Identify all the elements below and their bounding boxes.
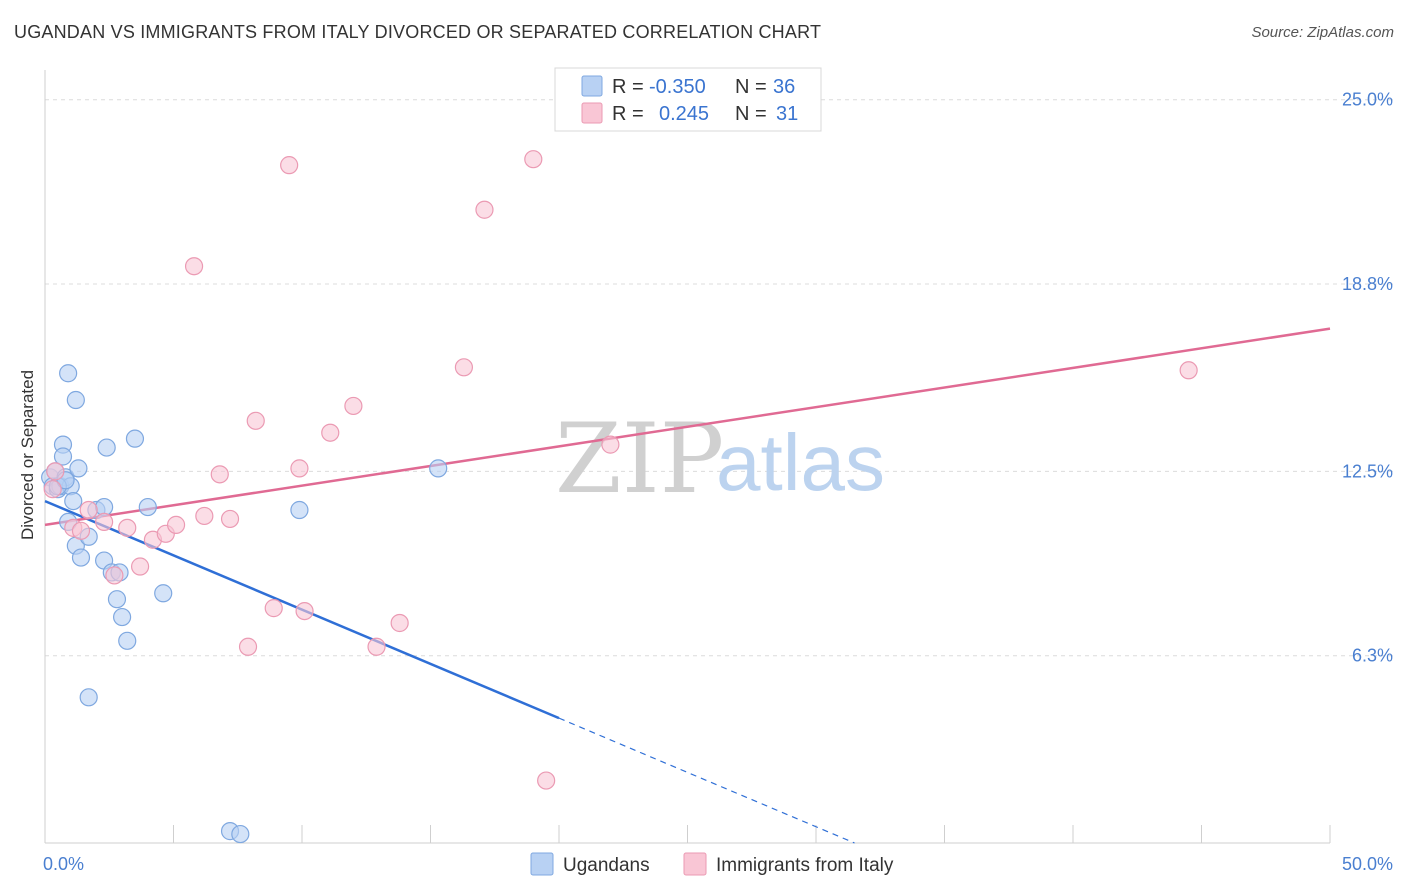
data-point-ugandans (231, 824, 250, 844)
data-point-italy (290, 459, 309, 478)
data-point-italy (367, 637, 386, 656)
x-tick-label: 50.0% (1342, 854, 1393, 874)
data-point-italy (601, 435, 620, 454)
legend-swatch-italy (581, 102, 603, 124)
data-point-italy (280, 156, 299, 175)
data-point-italy (166, 515, 186, 534)
legend-r-label-2: R = (612, 103, 644, 125)
data-point-italy (105, 566, 124, 585)
legend-r-value-2: 0.245 (659, 103, 709, 125)
data-point-italy (537, 771, 556, 790)
data-point-ugandans (138, 497, 157, 517)
data-point-italy (46, 462, 65, 481)
watermark-zip: ZIP (555, 403, 724, 515)
data-point-italy (390, 613, 409, 633)
legend-r-value-1: -0.350 (649, 76, 706, 98)
data-point-italy (118, 518, 137, 537)
trend-line-italy (44, 327, 1331, 527)
data-point-ugandans (107, 590, 127, 609)
bottom-legend: Ugandans Immigrants from Italy (530, 852, 894, 876)
bottom-legend-label-ugandans: Ugandans (563, 855, 650, 876)
data-point-ugandans (290, 500, 309, 520)
chart-title: UGANDAN VS IMMIGRANTS FROM ITALY DIVORCE… (14, 22, 822, 42)
data-point-italy (95, 512, 114, 532)
legend-n-label-2: N = (735, 103, 767, 125)
y-tick-label: 6.3% (1352, 646, 1393, 666)
data-point-italy (246, 411, 265, 430)
data-point-italy (238, 637, 258, 656)
trend-line-extension (558, 717, 855, 844)
data-point-italy (71, 521, 91, 540)
data-point-ugandans (97, 438, 116, 457)
data-point-ugandans (69, 459, 88, 478)
data-point-italy (264, 599, 283, 618)
data-point-italy (1179, 361, 1198, 380)
data-point-ugandans (429, 459, 448, 478)
data-point-italy (321, 423, 340, 442)
data-point-italy (130, 557, 150, 576)
data-points (41, 150, 1198, 844)
data-point-ugandans (53, 447, 73, 466)
legend-n-value-1: 36 (773, 76, 795, 98)
data-point-italy (220, 509, 240, 529)
source-label: Source: ZipAtlas.com (1251, 24, 1394, 41)
data-point-ugandans (118, 631, 137, 650)
legend-box: R = -0.350 N = 36 R = 0.245 N = 31 (554, 67, 822, 132)
data-point-italy (454, 358, 474, 377)
axes (44, 70, 1331, 844)
data-point-italy (195, 506, 214, 526)
bottom-legend-swatch-italy (683, 852, 707, 876)
legend-swatch-ugandans (581, 75, 603, 97)
data-point-italy (79, 500, 98, 520)
data-point-italy (344, 396, 363, 416)
data-point-ugandans (79, 688, 98, 707)
watermark-atlas: atlas (716, 418, 885, 507)
data-point-ugandans (59, 364, 78, 383)
data-point-ugandans (64, 491, 83, 511)
data-point-ugandans (154, 584, 173, 603)
bottom-legend-label-italy: Immigrants from Italy (716, 855, 894, 876)
data-point-italy (43, 480, 62, 499)
legend-r-label-1: R = (612, 76, 644, 98)
data-point-ugandans (125, 429, 145, 448)
x-tick-labels: 0.0% 50.0% (43, 854, 1393, 874)
y-tick-labels: 6.3% 12.5% 18.8% 25.0% (1342, 90, 1393, 666)
y-tick-label: 25.0% (1342, 90, 1393, 110)
data-point-italy (184, 257, 204, 276)
data-point-ugandans (71, 548, 91, 567)
legend-n-value-2: 31 (776, 103, 798, 125)
x-tick-label: 0.0% (43, 854, 84, 874)
data-point-italy (295, 601, 314, 621)
legend-n-label-1: N = (735, 76, 767, 98)
y-tick-label: 12.5% (1342, 461, 1393, 481)
data-point-ugandans (112, 607, 132, 627)
data-point-italy (475, 200, 494, 219)
y-axis-label: Divorced or Separated (18, 370, 37, 540)
data-point-italy (524, 150, 543, 169)
data-point-ugandans (66, 390, 85, 410)
y-tick-label: 18.8% (1342, 274, 1393, 294)
data-point-italy (210, 465, 229, 484)
bottom-legend-swatch-ugandans (530, 852, 554, 876)
